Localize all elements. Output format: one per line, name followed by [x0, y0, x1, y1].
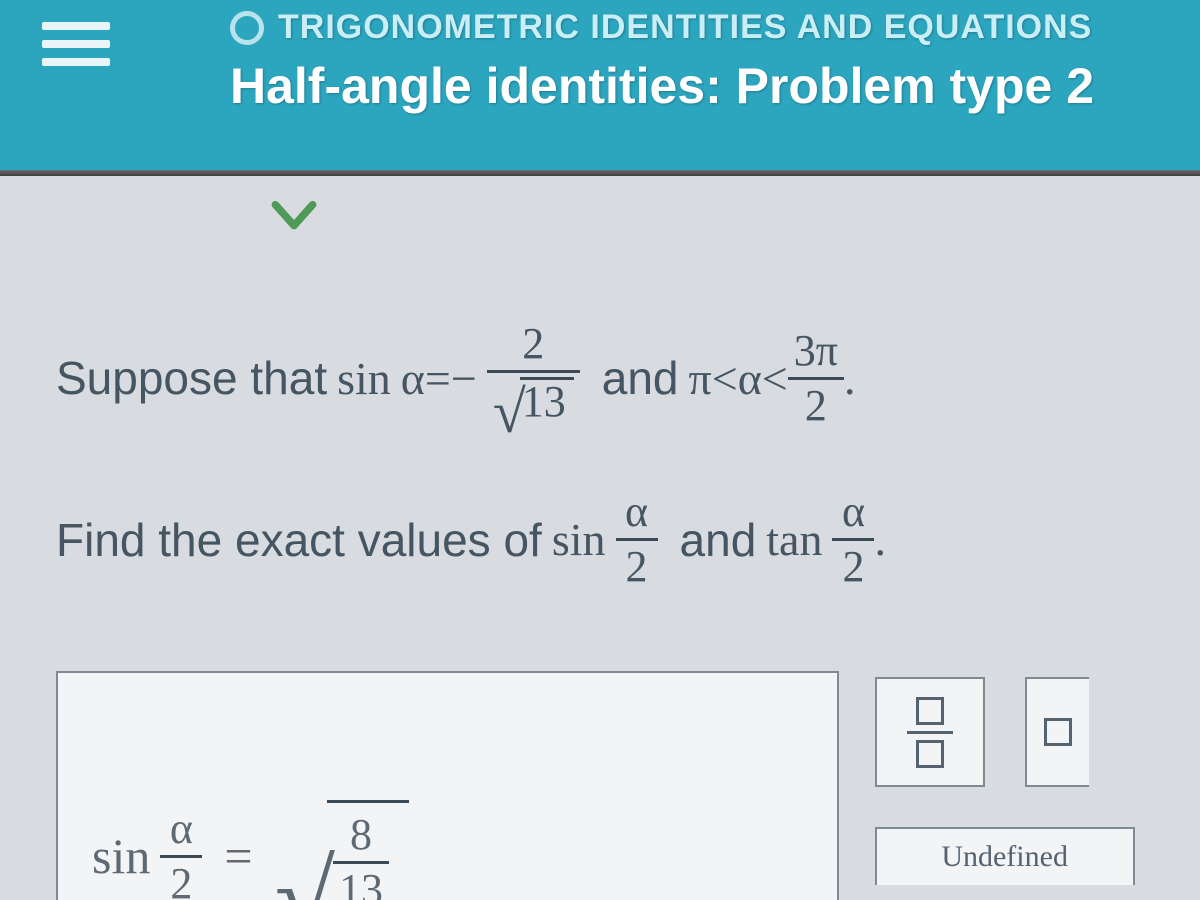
ans-fn-sin: sin [92, 827, 150, 885]
sqrt-13: √ 13 [493, 377, 574, 424]
problem-content: Suppose that sin α = − 2 √ 13 and π < α … [0, 176, 1200, 900]
frac-num-3pi: 3π [788, 329, 844, 377]
var-alpha-2: α [738, 352, 762, 405]
pi-symbol: π [689, 352, 712, 405]
fn-sin: sin [337, 352, 391, 405]
fraction-3pi-over-2: 3π 2 [788, 329, 844, 428]
frac-num: 2 [516, 322, 550, 370]
keypad-sqrt-button[interactable] [1025, 677, 1089, 787]
text-and-2: and [680, 513, 757, 567]
period-2: . [874, 513, 886, 566]
fraction-2-over-sqrt13: 2 √ 13 [487, 322, 580, 434]
fn-tan-half: tan [766, 513, 822, 566]
menu-icon[interactable] [36, 14, 116, 74]
sqrt-radicand: 13 [520, 377, 574, 424]
answer-zone: sin α 2 = √ 8 13 [56, 671, 1164, 900]
ans-sqrt: √ 8 13 [275, 800, 409, 900]
title-block: TRIGONOMETRIC IDENTITIES AND EQUATIONS H… [140, 8, 1200, 115]
var-alpha: α [401, 352, 425, 405]
period: . [844, 352, 856, 405]
page-title: Half-angle identities: Problem type 2 [230, 57, 1200, 115]
keypad-fraction-button[interactable] [875, 677, 985, 787]
lt-sign-1: < [712, 352, 738, 405]
text-find: Find the exact values of [56, 513, 542, 567]
text-and: and [602, 351, 679, 405]
undefined-label: Undefined [941, 840, 1068, 874]
chevron-down-icon[interactable] [266, 186, 322, 247]
header-bar: TRIGONOMETRIC IDENTITIES AND EQUATIONS H… [0, 0, 1200, 170]
frac-den-2: 2 [799, 380, 833, 428]
equals-sign: = [425, 352, 451, 405]
ans-rhs-frac: 8 13 [333, 813, 389, 900]
fn-sin-half: sin [552, 513, 606, 566]
topic-circle-icon [230, 11, 264, 45]
problem-line-2: Find the exact values of sin α 2 and tan… [56, 490, 1164, 589]
fraction-alpha-over-2-b: α 2 [832, 490, 874, 589]
answer-expression: sin α 2 = √ 8 13 [92, 800, 409, 900]
lt-sign-2: < [762, 352, 788, 405]
keypad: Undefined [875, 671, 1164, 900]
keypad-undefined-button[interactable]: Undefined [875, 827, 1135, 885]
ans-equals: = [224, 827, 252, 885]
breadcrumb: TRIGONOMETRIC IDENTITIES AND EQUATIONS [278, 8, 1092, 47]
fraction-alpha-over-2-a: α 2 [616, 490, 658, 589]
problem-line-1: Suppose that sin α = − 2 √ 13 and π < α … [56, 322, 1164, 434]
text-suppose: Suppose that [56, 351, 327, 405]
negative-sign: − [451, 352, 477, 405]
ans-lhs-frac: α 2 [160, 807, 202, 900]
answer-input-box[interactable]: sin α 2 = √ 8 13 [56, 671, 839, 900]
